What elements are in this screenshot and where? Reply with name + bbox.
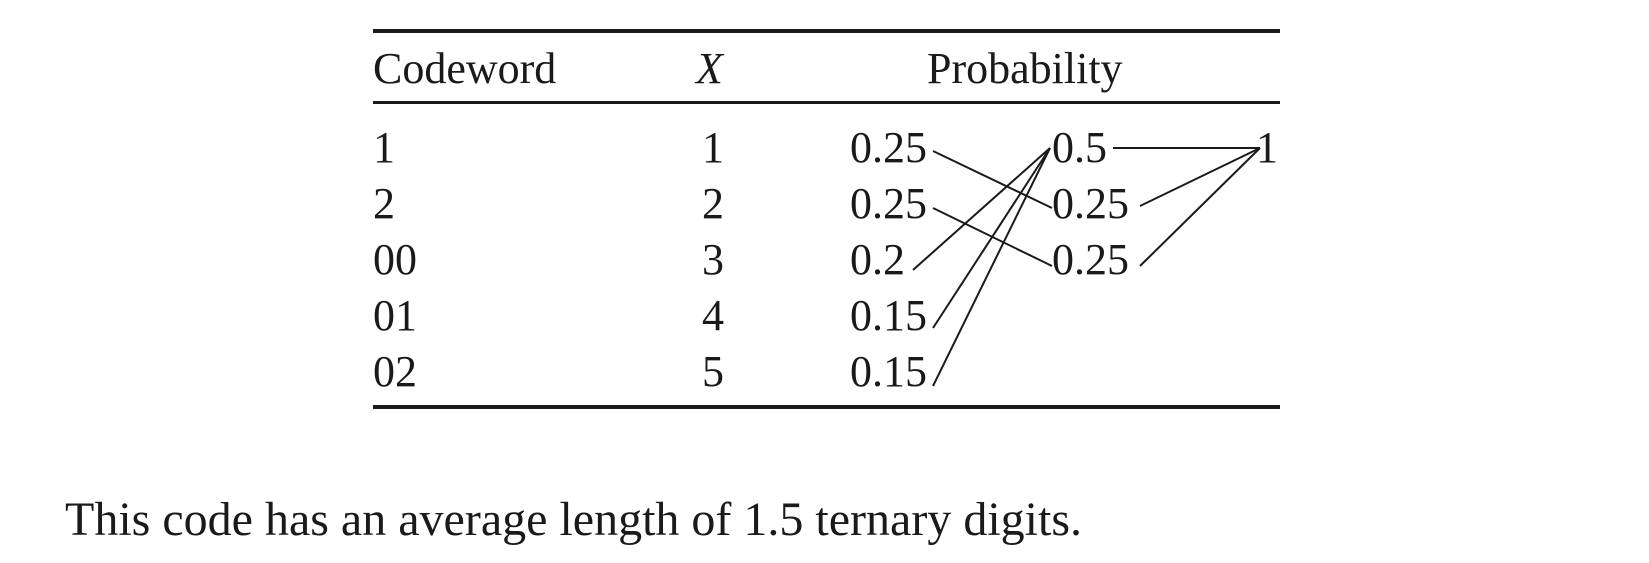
codeword-cell: 2 (373, 179, 395, 228)
probability-stage1: 0.15 (850, 291, 927, 340)
probability-stage2: 0.5 (1052, 123, 1107, 172)
probability-stage1: 0.25 (850, 123, 927, 172)
probability-stage1: 0.15 (850, 347, 927, 396)
x-cell: 5 (702, 347, 724, 396)
connector-line (1139, 147, 1261, 207)
probability-stage3: 1 (1256, 123, 1278, 172)
connector-line (1139, 147, 1261, 267)
codeword-cell: 1 (373, 123, 395, 172)
x-cell: 4 (702, 291, 724, 340)
probability-stage2: 0.25 (1052, 179, 1129, 228)
x-cell: 2 (702, 179, 724, 228)
connector-line (912, 147, 1051, 271)
header-rule (373, 101, 1280, 104)
header-codeword: Codeword (373, 44, 557, 93)
x-cell: 1 (702, 123, 724, 172)
probability-stage1: 0.25 (850, 179, 927, 228)
codeword-cell: 02 (373, 347, 417, 396)
caption-text: This code has an average length of 1.5 t… (65, 493, 1082, 546)
connector-line (932, 147, 1051, 387)
top-rule (373, 29, 1280, 33)
x-cell: 3 (702, 235, 724, 284)
bottom-rule (373, 405, 1280, 409)
header-x: X (696, 44, 723, 93)
codeword-cell: 01 (373, 291, 417, 340)
probability-stage1: 0.2 (850, 235, 905, 284)
connector-line (932, 150, 1053, 209)
probability-stage2: 0.25 (1052, 235, 1129, 284)
codeword-cell: 00 (373, 235, 417, 284)
connector-line (932, 147, 1051, 329)
header-probability: Probability (927, 44, 1123, 93)
